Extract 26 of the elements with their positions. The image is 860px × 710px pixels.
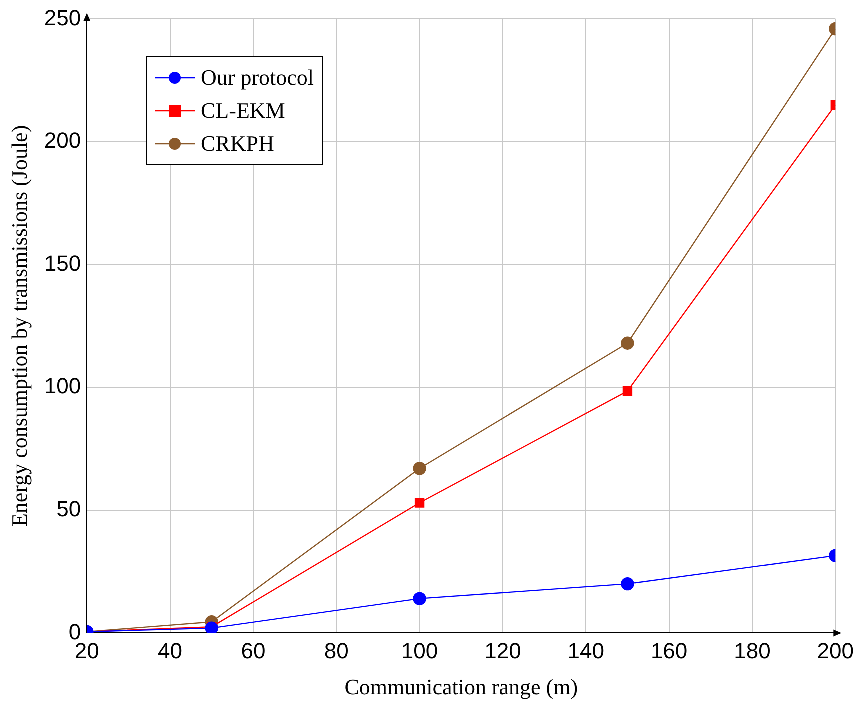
legend-label: CRKPH	[201, 130, 274, 156]
y-tick-label: 200	[44, 128, 82, 154]
x-tick-label: 200	[817, 638, 854, 664]
legend-label: CL-EKM	[201, 98, 286, 124]
x-tick-label: 60	[241, 638, 266, 664]
x-tick-label: 180	[734, 638, 771, 664]
point	[621, 577, 634, 591]
x-tick-label: 80	[324, 638, 349, 664]
y-tick-label: 50	[56, 496, 82, 522]
x-tick-label: 100	[401, 638, 438, 664]
legend-label: Our protocol	[201, 64, 314, 90]
point	[621, 336, 634, 350]
y-tick-label: 100	[44, 374, 82, 399]
x-tick-label: 40	[158, 638, 183, 664]
x-tick-label: 120	[484, 638, 522, 664]
x-tick-label: 140	[568, 638, 604, 664]
x-tick-label: 160	[650, 638, 688, 664]
x-axis-title: Communication range (m)	[344, 674, 578, 700]
point	[414, 498, 425, 508]
point	[413, 462, 426, 476]
point	[622, 386, 633, 396]
y-tick-label: 250	[44, 5, 82, 30]
y-tick-label: 150	[44, 250, 82, 276]
point	[413, 592, 426, 606]
y-axis-title: Energy consumption by transmissions (Joule)	[6, 125, 32, 528]
y-tick-label: 0	[68, 619, 82, 644]
